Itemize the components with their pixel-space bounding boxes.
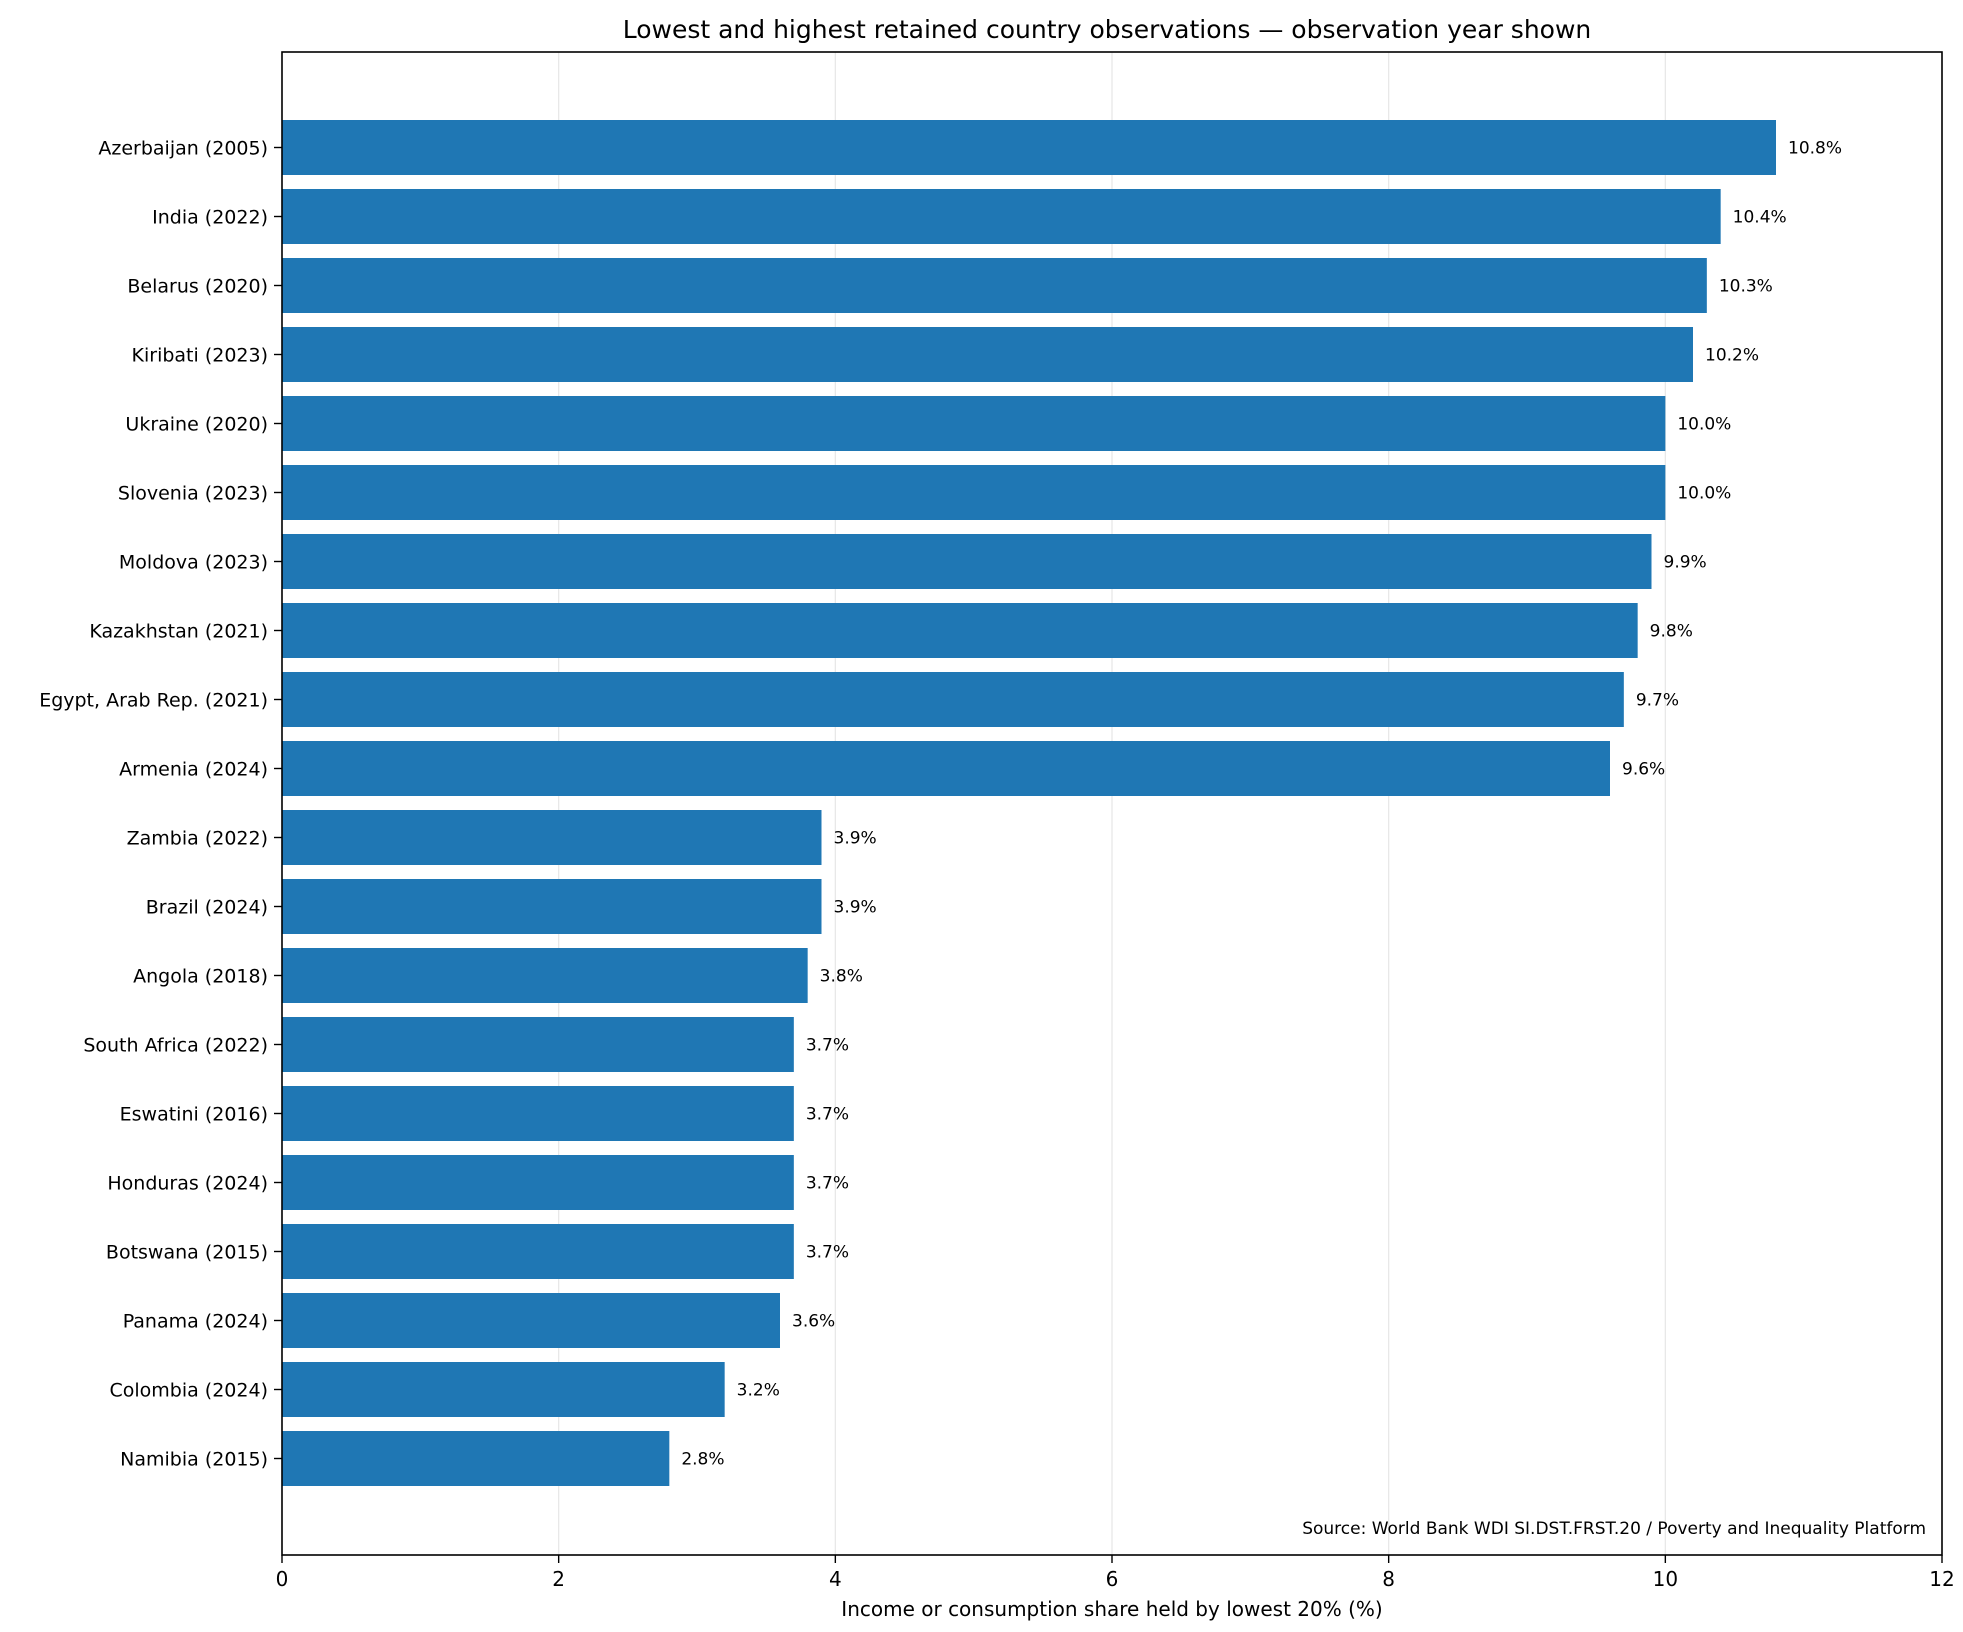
chart-title: Lowest and highest retained country obse… <box>623 15 1592 44</box>
bar-data-label: 3.8% <box>820 967 863 987</box>
axes: 0 2 4 6 8 10 12 Azerbaijan (2005) India (2022) Be… <box>39 138 1955 1592</box>
bar-data-label: 9.6% <box>1622 760 1665 780</box>
x-tick-label: 10 <box>1653 1567 1678 1591</box>
bar-data-label: 3.9% <box>834 829 877 849</box>
bar <box>282 741 1610 796</box>
bar-data-label: 3.7% <box>806 1036 849 1056</box>
bar-data-label: 3.7% <box>806 1105 849 1125</box>
bar <box>282 1086 794 1141</box>
bar-data-label: 2.8% <box>681 1450 724 1470</box>
y-tick-label: Belarus (2020) <box>127 276 268 298</box>
x-tick-label: 8 <box>1382 1567 1395 1591</box>
bars: 10.8% 10.4% 10.3% 10.2% 10.0% 10.0% 9.9% 9.8% 9.… <box>282 120 1842 1486</box>
bar <box>282 1293 780 1348</box>
bar-data-label: 3.7% <box>806 1243 849 1263</box>
y-tick-label: Eswatini (2016) <box>120 1104 268 1126</box>
bar <box>282 396 1666 451</box>
bar <box>282 258 1707 313</box>
bar <box>282 1155 794 1210</box>
x-tick-label: 4 <box>829 1567 842 1591</box>
x-tick-label: 2 <box>552 1567 565 1591</box>
bar-data-label: 3.2% <box>737 1381 780 1401</box>
bar-data-label: 3.6% <box>792 1312 835 1332</box>
y-tick-label: Namibia (2015) <box>120 1449 268 1471</box>
bar <box>282 1017 794 1072</box>
y-tick-label: Kiribati (2023) <box>132 345 268 367</box>
y-tick-label: Moldova (2023) <box>119 552 268 574</box>
bar-data-label: 10.8% <box>1788 139 1842 159</box>
bar-data-label: 9.8% <box>1650 622 1693 642</box>
bar <box>282 189 1721 244</box>
bar-data-label: 10.4% <box>1733 208 1787 228</box>
bar <box>282 120 1776 175</box>
bar <box>282 534 1652 589</box>
bar <box>282 327 1693 382</box>
x-axis-label: Income or consumption share held by lowe… <box>841 1597 1382 1621</box>
y-tick-label: Brazil (2024) <box>146 897 268 919</box>
bar <box>282 948 808 1003</box>
y-tick-label: India (2022) <box>152 207 268 229</box>
y-tick-label: Egypt, Arab Rep. (2021) <box>39 690 268 712</box>
bar <box>282 1224 794 1279</box>
bar-data-label: 3.7% <box>806 1174 849 1194</box>
y-tick-label: Slovenia (2023) <box>118 483 268 505</box>
bar <box>282 1362 725 1417</box>
x-tick-label: 12 <box>1929 1567 1954 1591</box>
y-tick-label: Ukraine (2020) <box>125 414 268 436</box>
y-tick-label: Zambia (2022) <box>127 828 268 850</box>
bar-data-label: 10.3% <box>1719 277 1773 297</box>
bar <box>282 465 1666 520</box>
y-tick-label: Botswana (2015) <box>106 1242 268 1264</box>
bar <box>282 672 1624 727</box>
bar-data-label: 9.9% <box>1664 553 1707 573</box>
bar-data-label: 10.2% <box>1705 346 1759 366</box>
x-tick-label: 0 <box>276 1567 289 1591</box>
bar-data-label: 3.9% <box>834 898 877 918</box>
bar-data-label: 9.7% <box>1636 691 1679 711</box>
y-tick-label: Kazakhstan (2021) <box>89 621 268 643</box>
y-tick-label: Colombia (2024) <box>109 1380 268 1402</box>
bar-data-label: 10.0% <box>1677 484 1731 504</box>
bar-data-label: 10.0% <box>1677 415 1731 435</box>
bar <box>282 879 822 934</box>
bar <box>282 603 1638 658</box>
bar <box>282 1431 670 1486</box>
y-tick-label: South Africa (2022) <box>83 1035 268 1057</box>
y-tick-label: Azerbaijan (2005) <box>98 138 268 160</box>
y-tick-label: Honduras (2024) <box>107 1173 268 1195</box>
y-tick-label: Armenia (2024) <box>119 759 268 781</box>
source-note: Source: World Bank WDI SI.DST.FRST.20 / … <box>1302 1519 1926 1539</box>
x-tick-label: 6 <box>1106 1567 1119 1591</box>
y-tick-label: Panama (2024) <box>123 1311 268 1333</box>
y-tick-label: Angola (2018) <box>133 966 268 988</box>
bar <box>282 810 822 865</box>
